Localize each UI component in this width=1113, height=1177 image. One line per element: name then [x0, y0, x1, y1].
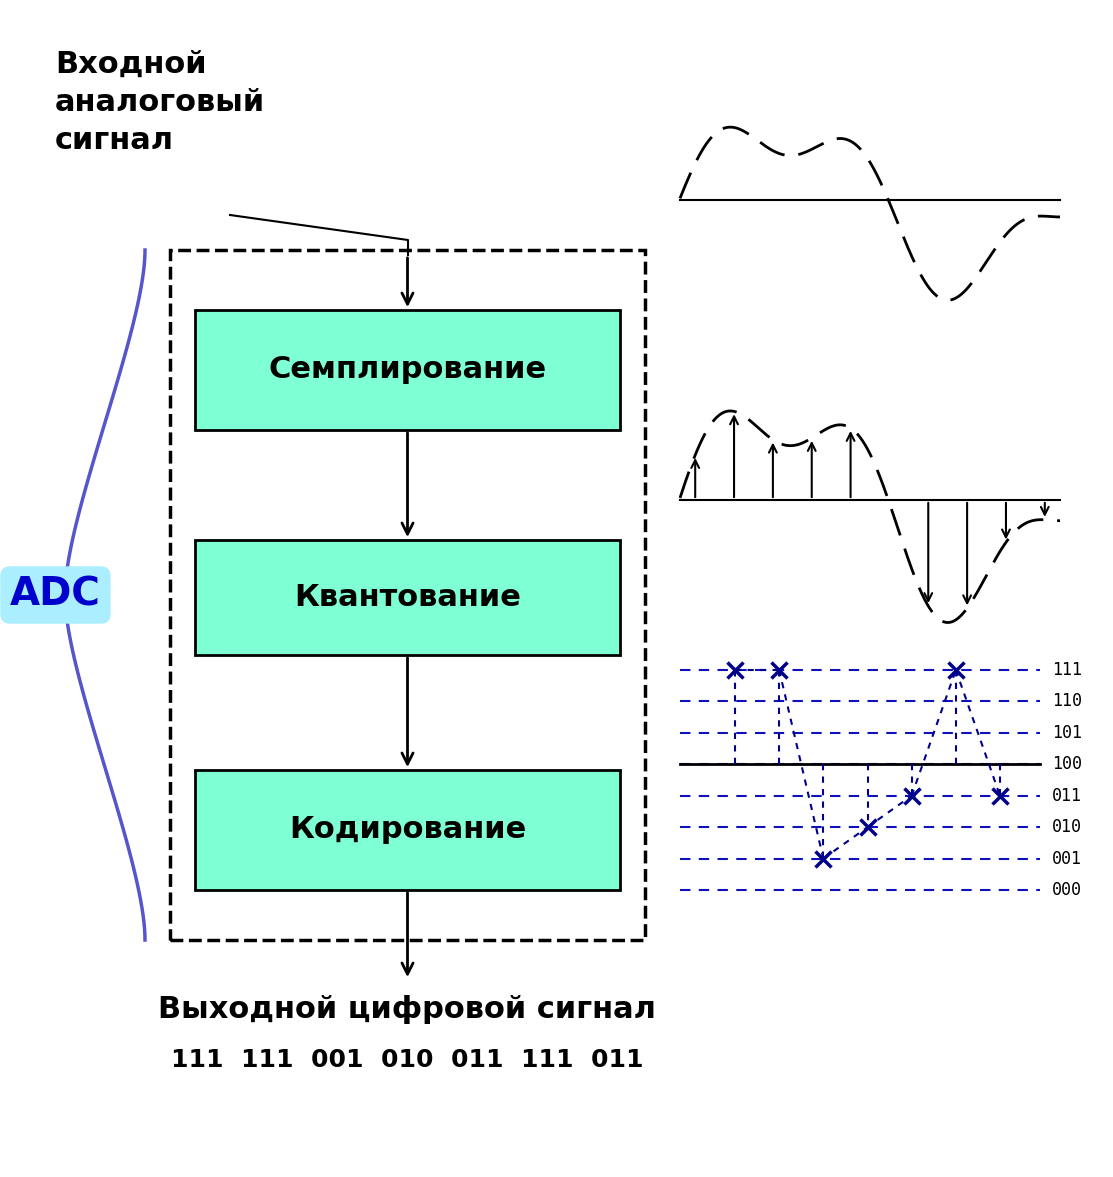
Text: 111  111  001  010  011  111  011: 111 111 001 010 011 111 011	[171, 1048, 643, 1072]
Text: Квантование: Квантование	[294, 583, 521, 612]
Text: Кодирование: Кодирование	[289, 816, 526, 845]
Text: 100: 100	[1052, 756, 1082, 773]
Text: 011: 011	[1052, 786, 1082, 805]
FancyBboxPatch shape	[195, 310, 620, 430]
Text: 101: 101	[1052, 724, 1082, 742]
Text: 000: 000	[1052, 882, 1082, 899]
Text: Семплирование: Семплирование	[268, 355, 546, 385]
FancyBboxPatch shape	[195, 540, 620, 654]
Text: 110: 110	[1052, 692, 1082, 711]
Text: 010: 010	[1052, 818, 1082, 836]
Text: Входной
аналоговый
сигнал: Входной аналоговый сигнал	[55, 49, 265, 155]
FancyBboxPatch shape	[195, 770, 620, 890]
Text: ADC: ADC	[10, 576, 101, 614]
Text: Выходной цифровой сигнал: Выходной цифровой сигнал	[158, 996, 657, 1024]
Text: 001: 001	[1052, 850, 1082, 867]
Text: 111: 111	[1052, 661, 1082, 679]
